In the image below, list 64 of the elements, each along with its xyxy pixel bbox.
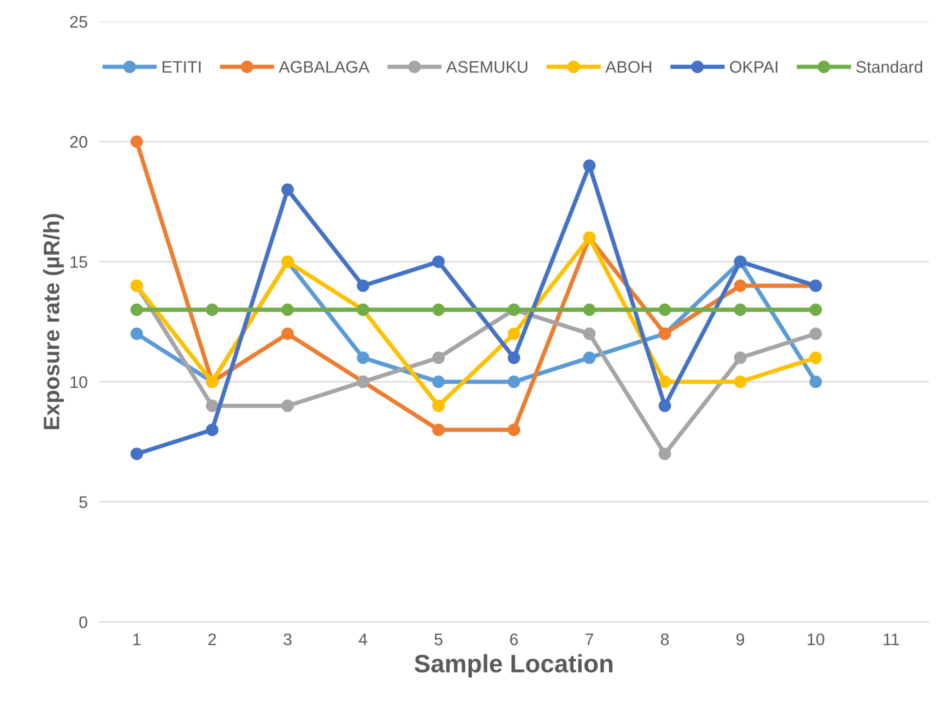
point	[734, 376, 747, 388]
point	[206, 303, 218, 316]
point	[658, 448, 672, 460]
point	[356, 279, 370, 292]
point	[809, 328, 822, 340]
point	[130, 328, 143, 340]
point	[432, 303, 445, 316]
y-tick-label: 0	[79, 616, 88, 628]
legend-label: ASEMUKU	[446, 61, 528, 73]
x-tick-label: 1	[133, 634, 141, 646]
point	[583, 352, 596, 364]
point	[508, 352, 520, 364]
point	[508, 328, 520, 340]
point	[206, 424, 218, 436]
legend-label: ABOH	[605, 61, 652, 73]
x-tick-label: 5	[434, 634, 442, 646]
point	[281, 400, 294, 412]
point	[508, 424, 520, 436]
legend-label: OKPAI	[730, 61, 778, 73]
point	[809, 352, 822, 364]
point	[130, 303, 143, 316]
point	[809, 376, 822, 388]
point	[281, 328, 294, 340]
point	[206, 400, 218, 412]
point	[130, 448, 143, 460]
x-tick-label: 2	[208, 633, 216, 646]
x-tick-label: 3	[284, 633, 292, 646]
point	[809, 303, 822, 316]
point	[432, 255, 445, 268]
point	[130, 135, 143, 148]
point	[432, 352, 445, 364]
legend-label: ETITI	[162, 61, 201, 73]
point	[432, 376, 445, 388]
x-tick-label: 7	[586, 634, 594, 646]
point	[734, 279, 747, 292]
y-tick-label: 5	[79, 496, 88, 508]
point	[583, 159, 596, 172]
point	[658, 400, 672, 412]
point	[658, 376, 672, 388]
y-tick-label: 15	[70, 256, 88, 268]
x-tick-label: 4	[358, 634, 368, 646]
x-tick-label: 10	[808, 633, 824, 646]
point	[734, 352, 747, 364]
point	[356, 352, 370, 364]
point	[583, 303, 596, 316]
x-tick-label: 8	[660, 633, 669, 646]
point	[432, 424, 445, 436]
y-axis-title: Exposure rate (µR/h)	[43, 214, 64, 430]
point	[583, 328, 596, 340]
x-tick-label: 11	[884, 634, 899, 646]
legend-label: AGBALAGA	[278, 61, 370, 73]
point	[508, 376, 520, 388]
x-tick-label: 9	[736, 633, 744, 646]
y-tick-label: 20	[70, 136, 88, 148]
point	[281, 183, 294, 196]
point	[658, 303, 672, 316]
point	[734, 303, 747, 316]
x-tick-label: 6	[510, 633, 518, 646]
legend-label: Standard	[856, 60, 922, 73]
point	[432, 400, 445, 412]
y-tick-label: 25	[70, 16, 88, 28]
point	[281, 303, 294, 316]
x-axis-title: Sample Location	[414, 654, 612, 678]
y-tick-label: 10	[70, 376, 88, 388]
